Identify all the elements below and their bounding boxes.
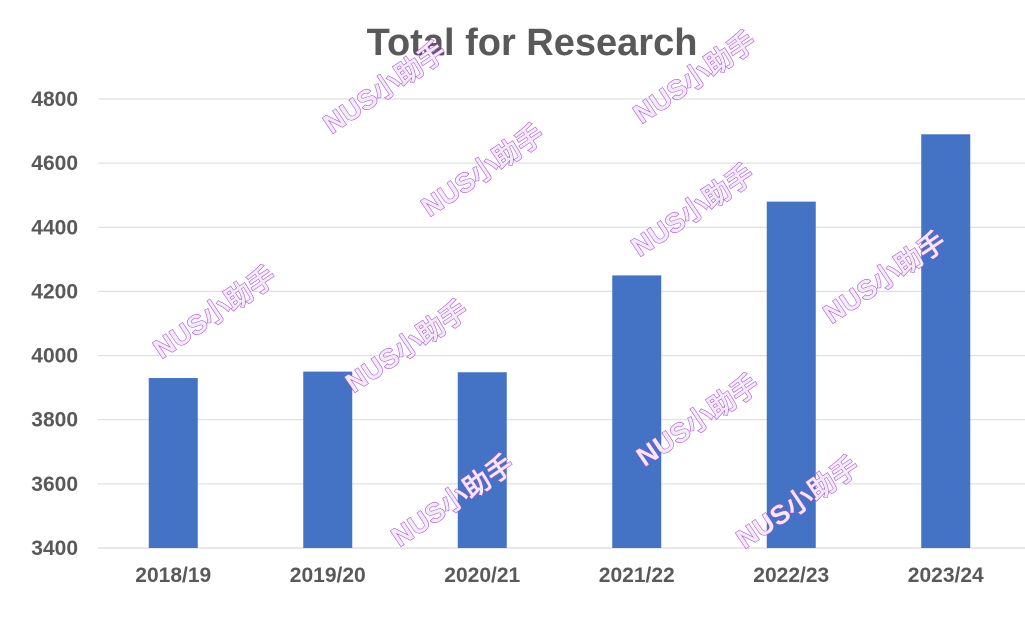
gridlines bbox=[98, 98, 1025, 549]
x-tick-label: 2018/19 bbox=[135, 564, 211, 587]
bar bbox=[766, 201, 816, 548]
y-tick-label: 4400 bbox=[31, 216, 78, 239]
y-tick-label: 4800 bbox=[31, 88, 78, 111]
y-axis-ticks: 3400 3600 3800 4000 4200 4400 4600 4800 bbox=[31, 88, 78, 560]
y-tick-label: 4000 bbox=[31, 345, 78, 368]
x-tick-label: 2022/23 bbox=[753, 564, 829, 587]
x-tick-label: 2019/20 bbox=[290, 564, 366, 587]
bars bbox=[148, 134, 971, 548]
watermark-text: NUS小助手 bbox=[416, 119, 550, 223]
bar bbox=[148, 378, 198, 548]
x-axis-ticks: 2018/19 2019/20 2020/21 2021/22 2022/23 2023/… bbox=[135, 564, 984, 587]
x-tick-label: 2020/21 bbox=[444, 564, 520, 587]
watermark-text: NUS小助手 bbox=[148, 261, 282, 365]
watermark-text: NUS小助手 bbox=[340, 295, 474, 399]
watermark-text: NUS小助手 bbox=[626, 159, 760, 263]
x-tick-label: 2023/24 bbox=[908, 564, 984, 587]
chart-title: Total for Research bbox=[367, 22, 698, 64]
bar bbox=[303, 371, 353, 548]
y-tick-label: 4600 bbox=[31, 152, 78, 175]
y-tick-label: 3400 bbox=[31, 537, 78, 560]
x-tick-label: 2021/22 bbox=[599, 564, 675, 587]
bar bbox=[612, 275, 662, 548]
y-tick-label: 3800 bbox=[31, 409, 78, 432]
y-tick-label: 4200 bbox=[31, 280, 78, 303]
bar bbox=[921, 134, 971, 548]
y-tick-label: 3600 bbox=[31, 473, 78, 496]
bar bbox=[457, 372, 507, 548]
